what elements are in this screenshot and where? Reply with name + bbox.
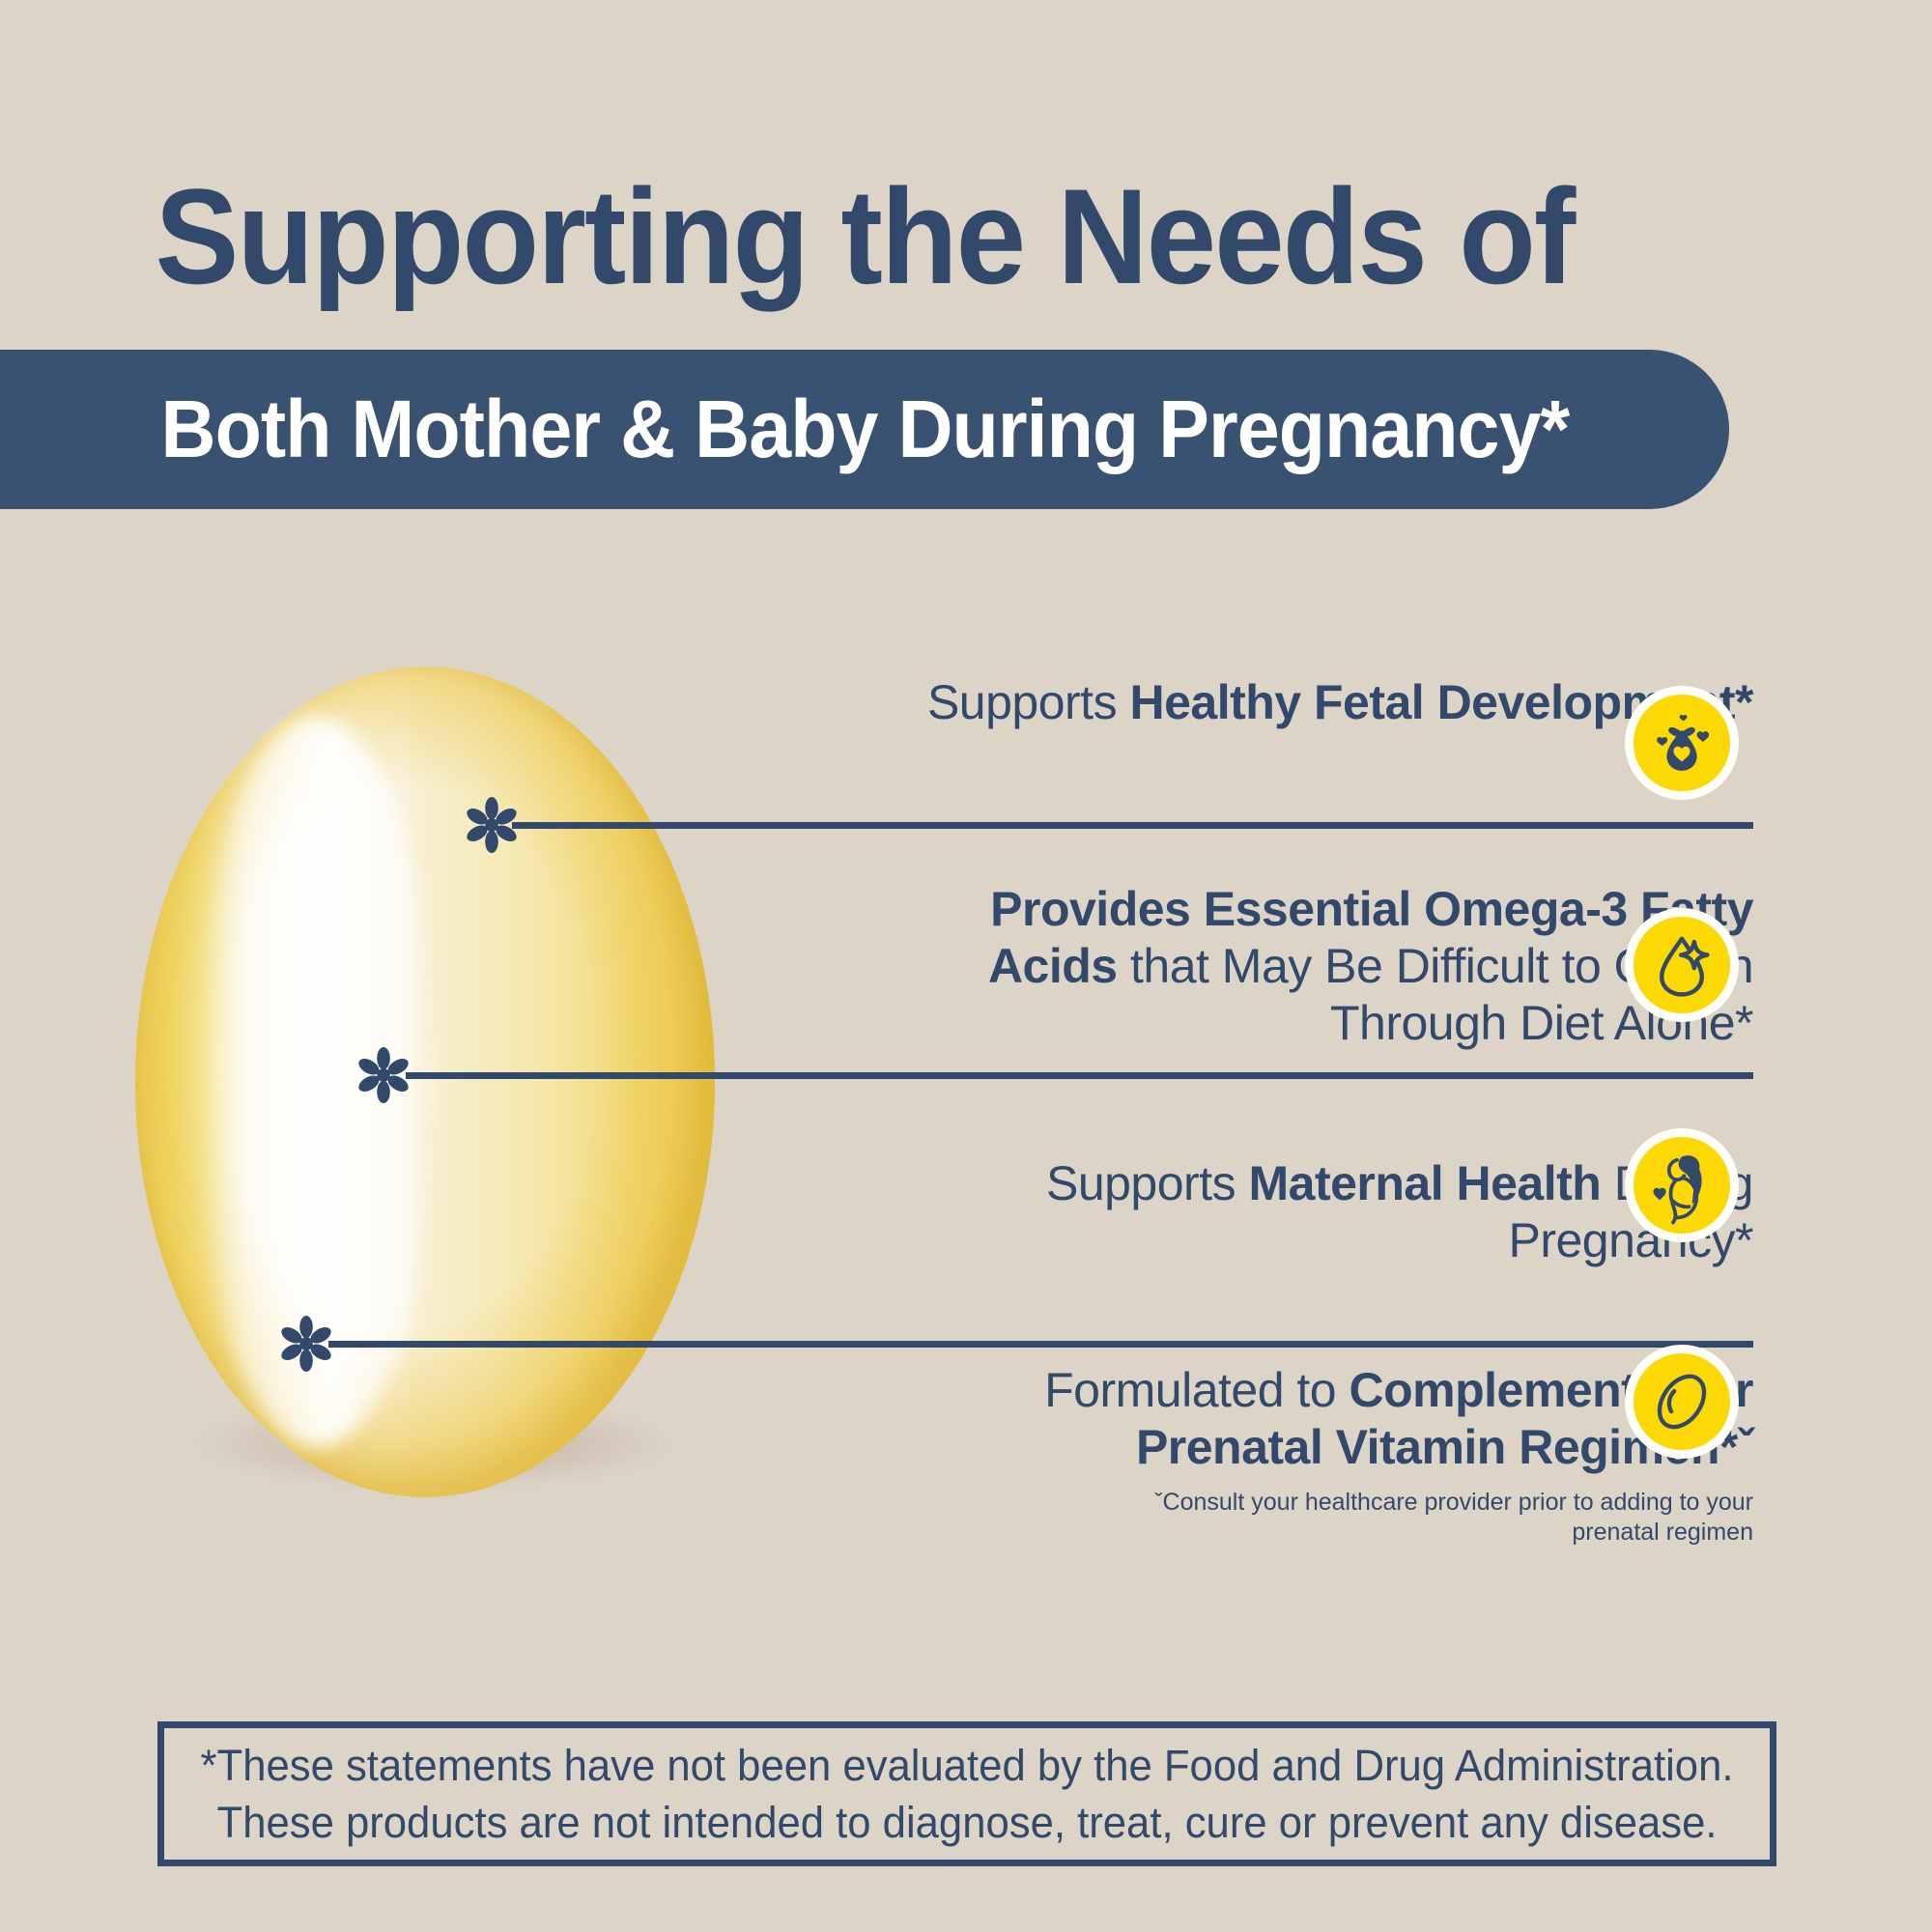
baby-bundle-hearts-icon: [1625, 686, 1739, 800]
prenatal-regimen-footnote: ˇConsult your healthcare provider prior …: [1154, 1489, 1753, 1547]
leader-line-1: [512, 822, 1753, 829]
asterisk-marker-2: [355, 1047, 412, 1103]
benefit-text-3: Supports Maternal Health During Pregnanc…: [884, 1155, 1754, 1269]
benefit-emphasis-3: Maternal Health: [1248, 1156, 1602, 1210]
header-banner: Both Mother & Baby During Pregnancy*: [0, 350, 1729, 509]
leader-line-3: [328, 1341, 1753, 1348]
benefit-lead-3: Supports: [1045, 1156, 1249, 1210]
softgel-illustration: [135, 667, 734, 1526]
page-title: Supporting the Needs of: [155, 160, 1577, 312]
benefit-lead-1: Supports: [926, 675, 1130, 729]
fda-disclaimer-text: *These statements have not been evaluate…: [201, 1737, 1734, 1852]
fda-disclaimer-line-1: *These statements have not been evaluate…: [200, 1740, 1734, 1790]
benefit-text-2: Provides Essential Omega-3 Fatty Acids t…: [884, 881, 1754, 1052]
asterisk-marker-3: [278, 1316, 334, 1372]
benefit-tail-2: that May Be Difficult to Obtain Through …: [1117, 939, 1754, 1050]
omega-droplet-sparkle-icon: [1625, 908, 1739, 1022]
softgel-capsule-icon: [1625, 1345, 1739, 1459]
benefit-text-1: Supports Healthy Fetal Development*: [884, 674, 1754, 731]
pregnant-woman-heart-icon: [1625, 1128, 1739, 1242]
leader-line-2: [406, 1072, 1753, 1079]
benefit-lead-4: Formulated to: [1044, 1363, 1350, 1417]
benefit-emphasis-2: Provides Essential Omega-3 Fatty Acids: [987, 882, 1754, 993]
header-banner-label: Both Mother & Baby During Pregnancy*: [160, 384, 1570, 474]
fda-disclaimer-box: *These statements have not been evaluate…: [157, 1721, 1776, 1866]
benefit-text-4: Formulated to Complement Your Prenatal V…: [884, 1362, 1753, 1476]
fda-disclaimer-line-2: These products are not intended to diagn…: [216, 1798, 1718, 1847]
asterisk-marker-1: [464, 797, 520, 853]
